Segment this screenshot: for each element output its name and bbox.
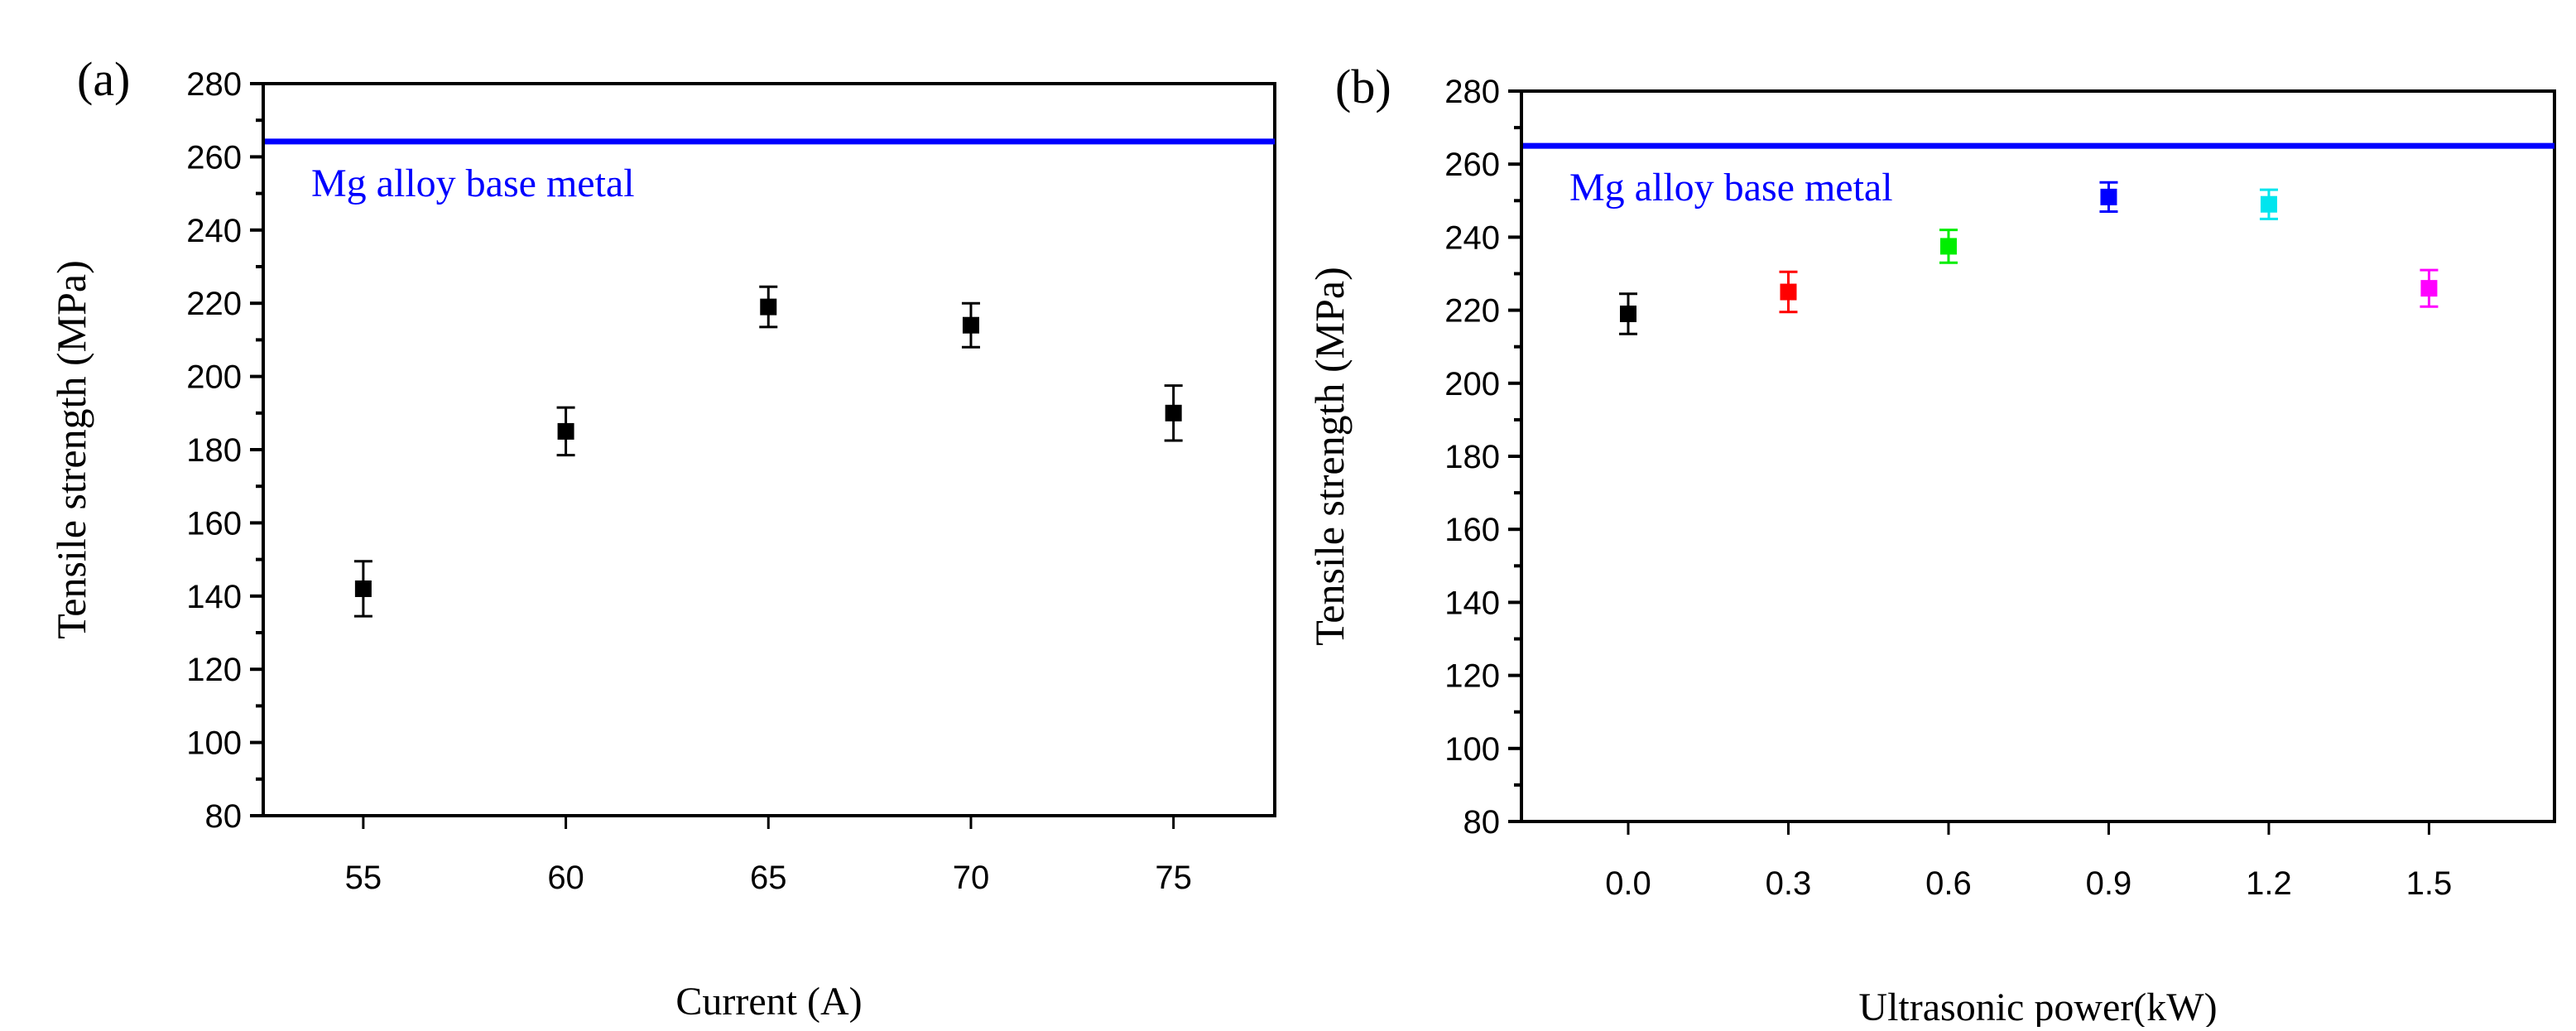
y-tick-label: 100 bbox=[1444, 731, 1500, 768]
y-tick-label: 120 bbox=[186, 652, 242, 688]
square-marker bbox=[2420, 280, 2438, 297]
y-tick-label: 200 bbox=[186, 359, 242, 396]
y-tick-label: 140 bbox=[186, 579, 242, 615]
panel-label: (b) bbox=[1335, 60, 1391, 113]
x-tick-label: 75 bbox=[1155, 860, 1192, 896]
data-point bbox=[556, 406, 575, 457]
data-point bbox=[2420, 268, 2439, 308]
square-marker bbox=[962, 316, 979, 334]
y-tick-label: 260 bbox=[186, 139, 242, 176]
y-axis-label: Tensile strength (MPa) bbox=[48, 260, 94, 639]
y-tick-label: 180 bbox=[1444, 439, 1500, 475]
data-point bbox=[2099, 181, 2118, 214]
x-axis-label: Ultrasonic power(kW) bbox=[1858, 985, 2217, 1027]
y-tick-label: 140 bbox=[1444, 585, 1500, 621]
y-tick-label: 100 bbox=[186, 725, 242, 762]
panel-b: 80 100 120 140 160 180 200 220 240 260 280 0.0 0.3 0.… bbox=[1306, 60, 2556, 1029]
panel-a: 80 100 120 140 160 180 200 220 240 260 280 55 60 65 70… bbox=[48, 52, 1276, 1024]
y-tick-label: 260 bbox=[1444, 147, 1500, 183]
x-tick-label: 1.2 bbox=[2246, 865, 2292, 902]
y-tick-label: 120 bbox=[1444, 658, 1500, 695]
data-point bbox=[1164, 384, 1183, 442]
y-tick-label: 80 bbox=[1463, 804, 1501, 841]
x-tick-label: 0.0 bbox=[1605, 865, 1651, 902]
y-tick-label: 220 bbox=[186, 286, 242, 322]
data-point bbox=[1618, 292, 1637, 335]
square-marker bbox=[2260, 195, 2277, 213]
square-marker bbox=[2100, 188, 2117, 205]
y-tick-label: 180 bbox=[186, 432, 242, 469]
y-tick-label: 240 bbox=[186, 213, 242, 249]
reference-line-label: Mg alloy base metal bbox=[1569, 166, 1893, 210]
y-tick-label: 280 bbox=[186, 66, 242, 103]
square-marker bbox=[1939, 238, 1957, 255]
x-tick-label: 55 bbox=[345, 860, 382, 896]
data-point bbox=[353, 560, 372, 618]
x-tick-label: 65 bbox=[750, 860, 787, 896]
square-marker bbox=[1619, 306, 1636, 323]
x-tick-label: 60 bbox=[547, 860, 584, 896]
panel-label: (a) bbox=[77, 52, 130, 106]
square-marker bbox=[354, 580, 372, 597]
data-point bbox=[759, 285, 778, 329]
data-point bbox=[1939, 229, 1958, 264]
y-tick-label: 240 bbox=[1444, 219, 1500, 256]
data-point bbox=[961, 301, 980, 349]
y-tick-label: 280 bbox=[1444, 74, 1500, 110]
y-tick-label: 200 bbox=[1444, 366, 1500, 402]
data-point bbox=[2259, 188, 2278, 220]
square-marker bbox=[557, 422, 574, 440]
square-marker bbox=[1165, 404, 1182, 422]
square-marker bbox=[1780, 283, 1797, 301]
y-tick-label: 220 bbox=[1444, 293, 1500, 330]
x-tick-label: 0.9 bbox=[2086, 865, 2132, 902]
x-tick-label: 70 bbox=[953, 860, 990, 896]
y-tick-label: 160 bbox=[1444, 512, 1500, 548]
x-tick-label: 1.5 bbox=[2406, 865, 2453, 902]
x-tick-label: 0.6 bbox=[1925, 865, 1972, 902]
x-axis-label: Current (A) bbox=[675, 980, 862, 1024]
y-axis-label: Tensile strength (MPa) bbox=[1306, 267, 1353, 646]
data-point bbox=[1779, 270, 1798, 314]
reference-line-label: Mg alloy base metal bbox=[311, 161, 635, 205]
y-tick-label: 160 bbox=[186, 505, 242, 542]
square-marker bbox=[760, 298, 777, 316]
y-tick-label: 80 bbox=[205, 798, 243, 835]
x-tick-label: 0.3 bbox=[1766, 865, 1812, 902]
